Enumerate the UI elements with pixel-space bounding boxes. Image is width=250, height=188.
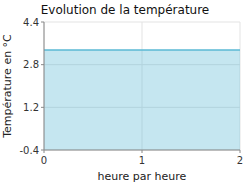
y-axis-line	[44, 22, 45, 150]
grid-line-x	[44, 22, 45, 150]
title: Evolution de la température	[41, 3, 210, 17]
x-tick	[44, 150, 45, 153]
x-tick-label: 2	[237, 155, 243, 166]
y-tick	[41, 107, 44, 108]
x-tick	[142, 150, 143, 153]
x-tick-label: 0	[41, 155, 47, 166]
chart-container: -0.4 1.2 2.8 4.4 0 1 2 heure par heure Températu…	[0, 0, 250, 188]
y-tick	[41, 22, 44, 23]
y-tick-label: -0.4	[19, 145, 39, 156]
y-tick-label: 1.2	[23, 102, 39, 113]
x-axis-label: heure par heure	[98, 170, 187, 183]
area-fill	[44, 50, 240, 150]
plot-area	[44, 50, 240, 150]
chart: -0.4 1.2 2.8 4.4 0 1 2 heure par heure Températu…	[0, 0, 250, 188]
line	[44, 49, 240, 51]
y-tick-label: 4.4	[23, 17, 39, 28]
axes: -0.4 1.2 2.8 4.4 0 1 2	[19, 17, 243, 167]
y-axis-label: Température en °C	[1, 34, 14, 139]
grid	[44, 22, 240, 150]
x-tick-label: 1	[139, 155, 145, 166]
y-tick-label: 2.8	[23, 59, 39, 70]
y-tick	[41, 64, 44, 65]
x-tick	[240, 150, 241, 153]
